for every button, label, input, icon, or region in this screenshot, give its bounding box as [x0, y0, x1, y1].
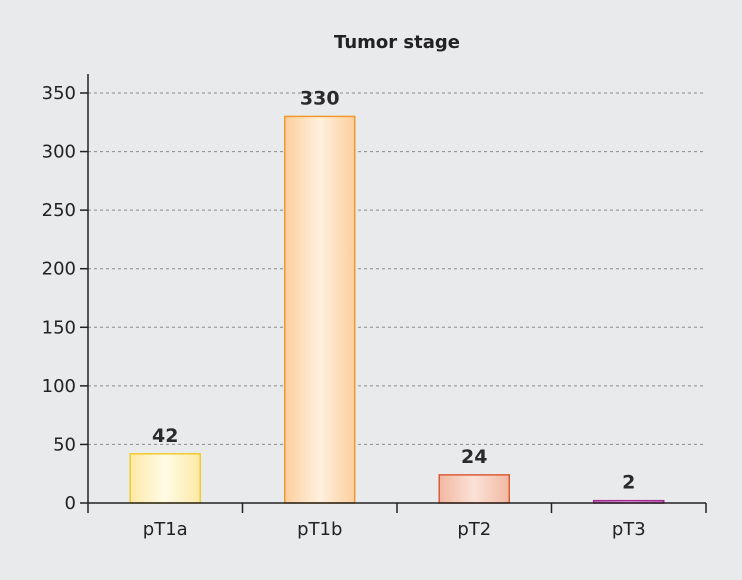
- x-tick-label-pT1a: pT1a: [143, 519, 188, 540]
- y-tick-label: 100: [42, 376, 76, 397]
- bar-pT2: [438, 474, 510, 504]
- bar-pT1a: [129, 453, 201, 504]
- y-tick-label: 0: [65, 493, 76, 514]
- x-tick-label-pT3: pT3: [612, 519, 646, 540]
- data-label-pT1b: 330: [300, 87, 340, 109]
- y-tick-labels: 0 50 100 150 200 250 300 350: [42, 83, 76, 514]
- data-label-pT3: 2: [622, 472, 635, 494]
- bar-pT1b: [284, 115, 356, 504]
- axes-group: [80, 74, 707, 513]
- y-tick-label: 350: [42, 83, 76, 104]
- data-label-pT1a: 42: [152, 425, 178, 447]
- y-tick-label: 150: [42, 317, 76, 338]
- bars-group: [129, 115, 665, 504]
- y-tick-label: 50: [53, 434, 76, 455]
- grid-lines: [88, 92, 706, 445]
- chart-title: Tumor stage: [334, 32, 460, 53]
- x-tick-label-pT1b: pT1b: [297, 519, 342, 540]
- y-tick-label: 200: [42, 259, 76, 280]
- y-tick-label: 300: [42, 142, 76, 163]
- x-tick-label-pT2: pT2: [457, 519, 491, 540]
- data-label-pT2: 24: [461, 446, 487, 468]
- y-tick-label: 250: [42, 200, 76, 221]
- data-labels: 42 330 24 2: [152, 87, 635, 493]
- x-tick-labels: pT1a pT1b pT2 pT3: [143, 519, 646, 540]
